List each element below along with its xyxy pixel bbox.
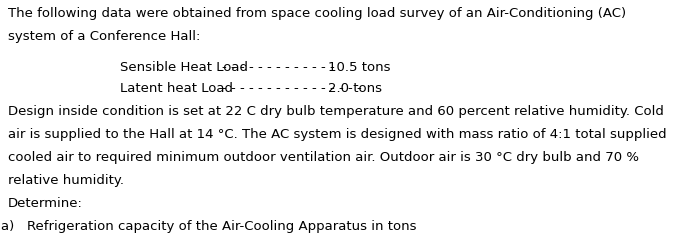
Text: - - - - - - - - - - - - -: - - - - - - - - - - - - -: [222, 61, 335, 74]
Text: cooled air to required minimum outdoor ventilation air. Outdoor air is 30 °C dry: cooled air to required minimum outdoor v…: [8, 151, 639, 164]
Text: a)   Refrigeration capacity of the Air-Cooling Apparatus in tons: a) Refrigeration capacity of the Air-Coo…: [1, 220, 417, 234]
Text: Latent heat Load: Latent heat Load: [120, 82, 233, 95]
Text: Sensible Heat Load: Sensible Heat Load: [120, 61, 248, 74]
Text: system of a Conference Hall:: system of a Conference Hall:: [8, 30, 200, 43]
Text: 10.5 tons: 10.5 tons: [328, 61, 390, 74]
Text: - - - - - - - - - - - - - - - -: - - - - - - - - - - - - - - - -: [222, 82, 362, 95]
Text: relative humidity.: relative humidity.: [8, 174, 124, 187]
Text: Design inside condition is set at 22 C dry bulb temperature and 60 percent relat: Design inside condition is set at 22 C d…: [8, 105, 664, 118]
Text: air is supplied to the Hall at 14 °C. The AC system is designed with mass ratio : air is supplied to the Hall at 14 °C. Th…: [8, 128, 666, 141]
Text: 2.0 tons: 2.0 tons: [328, 82, 381, 95]
Text: The following data were obtained from space cooling load survey of an Air-Condit: The following data were obtained from sp…: [8, 7, 626, 20]
Text: Determine:: Determine:: [8, 197, 83, 210]
